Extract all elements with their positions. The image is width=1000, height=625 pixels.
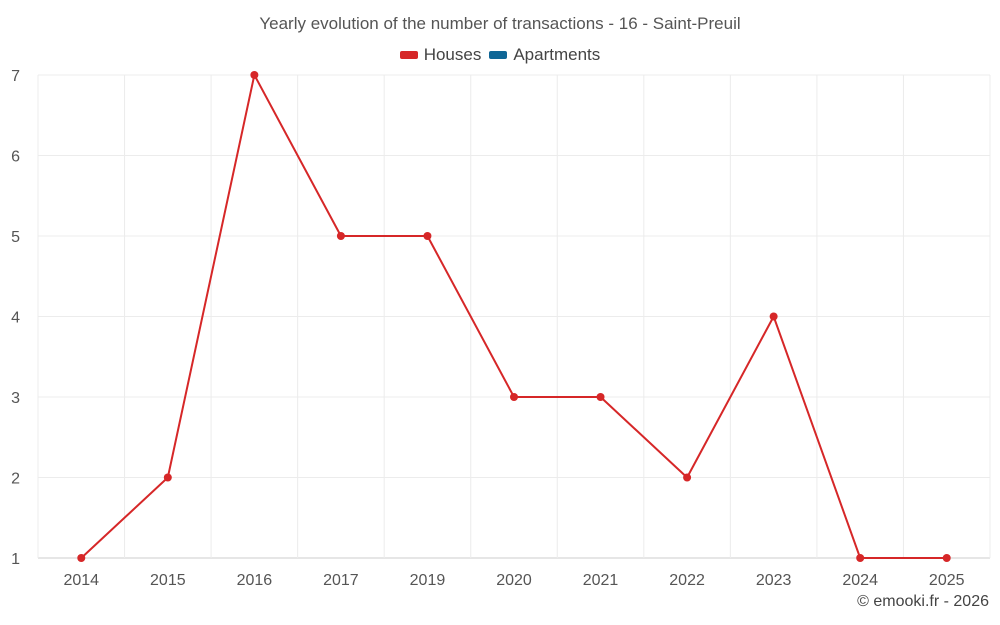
x-tick-label: 2023 — [756, 572, 792, 589]
data-point-houses-2022 — [683, 473, 692, 482]
data-point-houses-2017 — [336, 232, 345, 240]
data-point-houses-2014 — [77, 554, 86, 562]
x-tick-label: 2014 — [63, 572, 99, 589]
data-point-houses-2021 — [596, 393, 605, 401]
x-tick-label: 2019 — [410, 572, 446, 589]
data-point-houses-2023 — [769, 312, 778, 321]
x-tick-label: 2020 — [496, 572, 532, 589]
y-tick-label: 4 — [11, 310, 20, 327]
legend-item-apartments[interactable]: Apartments — [489, 45, 600, 65]
y-tick-label: 6 — [11, 149, 20, 166]
legend-swatch-apartments — [489, 51, 508, 59]
x-tick-label: 2021 — [583, 572, 619, 589]
credit-text: © emooki.fr - 2026 — [857, 593, 989, 610]
legend-swatch-houses — [399, 51, 418, 59]
x-tick-label: 2025 — [929, 572, 965, 589]
y-tick-label: 2 — [11, 471, 20, 488]
y-tick-label: 7 — [11, 68, 20, 85]
x-tick-label: 2022 — [669, 572, 705, 589]
x-tick-label: 2016 — [237, 572, 273, 589]
x-tick-label: 2017 — [323, 572, 359, 589]
data-point-houses-2024 — [856, 554, 865, 562]
data-point-houses-2015 — [163, 473, 172, 482]
y-tick-label: 3 — [11, 390, 20, 407]
x-tick-label: 2024 — [842, 572, 878, 589]
axis-labels: 1 2 3 4 5 6 7 2014 2015 2016 2017 2019 2020 2021 2022 2… — [11, 68, 965, 589]
series-layer — [77, 71, 951, 562]
legend-item-houses[interactable]: Houses — [399, 45, 482, 65]
data-point-houses-2025 — [942, 554, 951, 562]
legend-label-apartments: Apartments — [513, 45, 601, 64]
legend: Houses Apartments — [0, 45, 1000, 65]
chart-title: Yearly evolution of the number of transa… — [259, 14, 741, 33]
y-tick-label: 5 — [11, 229, 20, 246]
legend-label-houses: Houses — [423, 45, 482, 64]
data-point-houses-2019 — [423, 232, 432, 240]
grid — [37, 74, 991, 559]
x-tick-label: 2015 — [150, 572, 186, 589]
y-tick-label: 1 — [11, 551, 20, 568]
data-point-houses-2016 — [250, 71, 259, 79]
data-point-houses-2020 — [510, 393, 518, 401]
